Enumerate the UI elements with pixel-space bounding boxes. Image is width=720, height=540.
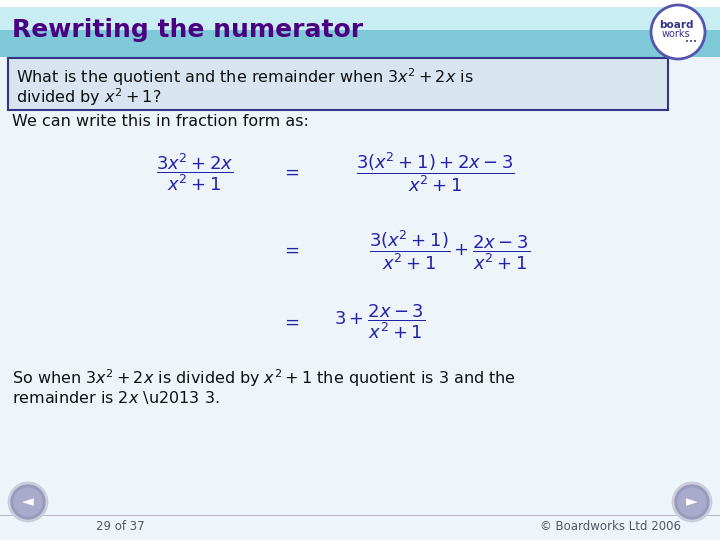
Text: What is the quotient and the remainder when $3x^2 + 2x$ is: What is the quotient and the remainder w… xyxy=(16,66,474,88)
Text: $\dfrac{3x^2+2x}{x^2+1}$: $\dfrac{3x^2+2x}{x^2+1}$ xyxy=(156,151,234,193)
Text: Rewriting the numerator: Rewriting the numerator xyxy=(12,18,363,42)
Text: ►: ► xyxy=(686,495,698,510)
Text: © Boardworks Ltd 2006: © Boardworks Ltd 2006 xyxy=(539,519,680,532)
Text: $\dfrac{3(x^2+1)+2x-3}{x^2+1}$: $\dfrac{3(x^2+1)+2x-3}{x^2+1}$ xyxy=(356,150,514,194)
Text: We can write this in fraction form as:: We can write this in fraction form as: xyxy=(12,114,309,130)
FancyBboxPatch shape xyxy=(8,58,668,110)
Text: 29 of 37: 29 of 37 xyxy=(96,519,144,532)
Bar xyxy=(0,0,720,30)
Text: divided by $x^2 + 1$?: divided by $x^2 + 1$? xyxy=(16,86,161,108)
Text: •••: ••• xyxy=(685,39,697,45)
Text: works: works xyxy=(662,29,690,39)
Text: board: board xyxy=(659,20,693,30)
Text: $=$: $=$ xyxy=(281,163,300,181)
Text: $\dfrac{3(x^2+1)}{x^2+1}+\dfrac{2x-3}{x^2+1}$: $\dfrac{3(x^2+1)}{x^2+1}+\dfrac{2x-3}{x^… xyxy=(369,228,531,272)
Text: $=$: $=$ xyxy=(281,313,300,331)
Circle shape xyxy=(651,5,705,59)
Text: So when $3x^2 + 2x$ is divided by $x^2 + 1$ the quotient is 3 and the: So when $3x^2 + 2x$ is divided by $x^2 +… xyxy=(12,367,516,389)
Text: $=$: $=$ xyxy=(281,241,300,259)
Text: ◄: ◄ xyxy=(22,495,34,510)
Circle shape xyxy=(9,483,47,521)
Circle shape xyxy=(678,488,706,516)
Circle shape xyxy=(673,483,711,521)
Bar xyxy=(0,0,720,57)
Text: remainder is $2x$ \u2013 3.: remainder is $2x$ \u2013 3. xyxy=(12,389,220,407)
Bar xyxy=(0,0,720,7)
Circle shape xyxy=(14,488,42,516)
Text: $3+\dfrac{2x-3}{x^2+1}$: $3+\dfrac{2x-3}{x^2+1}$ xyxy=(334,302,426,341)
